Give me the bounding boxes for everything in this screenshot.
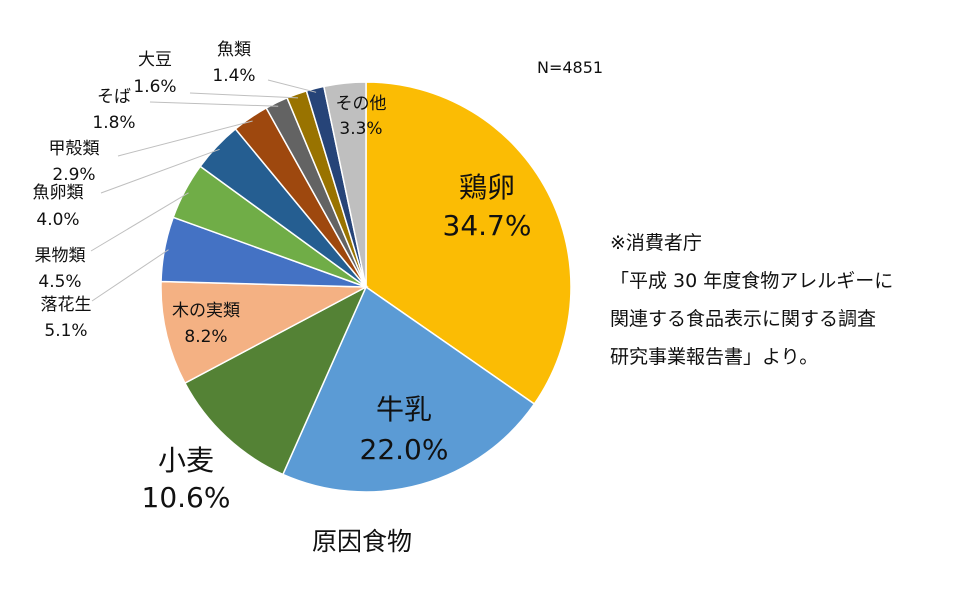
slice-value-label: 2.9% (52, 165, 95, 185)
slice-label: 魚類 (217, 40, 251, 60)
slice-label: そば (97, 87, 131, 107)
source-note-line: 関連する食品表示に関する調査 (610, 308, 877, 330)
slice-label: 甲殻類 (49, 139, 100, 159)
leader-line (189, 92, 299, 99)
pie-slice (281, 285, 536, 493)
slice-label: 木の実類 (172, 301, 240, 321)
slice-value-label: 22.0% (360, 433, 449, 466)
leader-line (267, 79, 317, 93)
slice-label: 果物類 (35, 246, 86, 266)
slice-value-label: 1.4% (212, 66, 255, 86)
leader-line (100, 148, 220, 194)
slice-value-label: 4.0% (36, 210, 79, 230)
slice-label: 大豆 (138, 50, 172, 70)
leader-line (90, 192, 189, 252)
source-note-line: 「平成 30 年度食物アレルギーに (610, 270, 894, 292)
slice-value-label: 3.3% (339, 119, 382, 139)
slice-label: 小麦 (158, 444, 214, 477)
pie-slice (183, 285, 368, 476)
slice-label: 鶏卵 (459, 171, 515, 204)
source-note-line: ※消費者庁 (610, 232, 702, 254)
source-note: ※消費者庁 「平成 30 年度食物アレルギーに 関連する食品表示に関する調査 研… (610, 224, 893, 376)
pie-slice (365, 81, 572, 406)
leader-lines (90, 79, 317, 302)
slice-value-label: 1.6% (133, 77, 176, 97)
source-note-line: 研究事業報告書」より。 (610, 346, 819, 368)
leader-line (149, 101, 279, 107)
slice-value-label: 34.7% (443, 209, 532, 242)
sample-size: N=4851 (537, 58, 604, 77)
slice-value-label: 5.1% (44, 321, 87, 341)
slice-label: 落花生 (41, 295, 92, 315)
slice-label: 魚卵類 (33, 183, 84, 203)
pie-slice (322, 81, 367, 288)
leader-line (117, 120, 253, 157)
slice-value-label: 1.8% (92, 113, 135, 133)
chart-title: 原因食物 (312, 527, 413, 556)
pie-slices (160, 81, 572, 493)
leader-line (91, 249, 169, 302)
slice-value-label: 4.5% (38, 272, 81, 292)
slice-label: 牛乳 (376, 393, 432, 426)
slice-label: その他 (336, 94, 387, 114)
slice-labels: 鶏卵 34.7% 牛乳 22.0% 小麦 10.6% 木の実類 8.2% 落花生 5.1% 果物類 4… (33, 40, 532, 514)
pie-slice (160, 280, 369, 385)
slice-value-label: 8.2% (184, 327, 227, 347)
slice-value-label: 10.6% (142, 481, 231, 514)
